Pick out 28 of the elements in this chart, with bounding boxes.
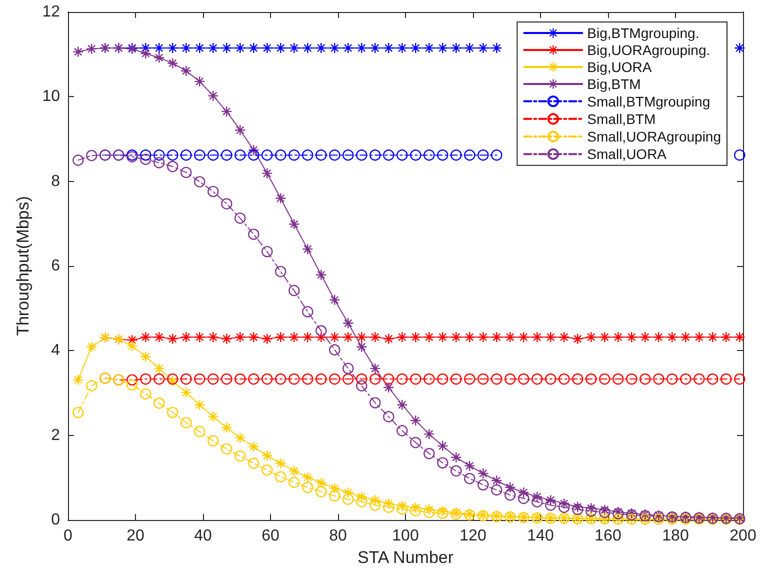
y-tick-label: 4 <box>51 342 60 360</box>
x-tick-label: 40 <box>194 528 212 544</box>
legend-label: Big,UORAgrouping. <box>587 42 710 58</box>
y-tick-label: 10 <box>42 88 60 106</box>
legend-label: Small,BTMgrouping <box>587 93 710 110</box>
x-tick-label: 140 <box>527 528 554 544</box>
x-tick-label: 200 <box>730 528 756 544</box>
y-tick-label: 12 <box>42 4 60 20</box>
legend-label: Small,UORA <box>587 146 668 162</box>
x-tick-label: 20 <box>126 528 144 544</box>
y-tick-label: 6 <box>51 258 60 274</box>
x-tick-label: 60 <box>262 528 280 544</box>
x-axis-title: STA Number <box>357 548 454 567</box>
y-tick-label: 8 <box>51 172 60 190</box>
x-tick-label: 100 <box>392 528 419 544</box>
x-tick-label: 180 <box>662 528 689 544</box>
legend-label: Small,UORAgrouping <box>587 128 722 144</box>
y-axis-title: Throughput(Mbps) <box>13 196 32 336</box>
legend-label: Small,BTM <box>587 110 656 127</box>
legend-label: Big,BTM <box>587 76 641 92</box>
x-tick-label: 0 <box>64 528 73 544</box>
legend-label: Big,BTMgrouping. <box>587 25 700 41</box>
x-tick-label: 160 <box>594 528 622 544</box>
x-tick-label: 120 <box>460 528 486 544</box>
y-tick-label: 0 <box>51 512 60 528</box>
x-tick-label: 80 <box>329 528 347 544</box>
y-tick-label: 2 <box>51 426 60 444</box>
legend-label: Big,UORA <box>587 59 652 75</box>
